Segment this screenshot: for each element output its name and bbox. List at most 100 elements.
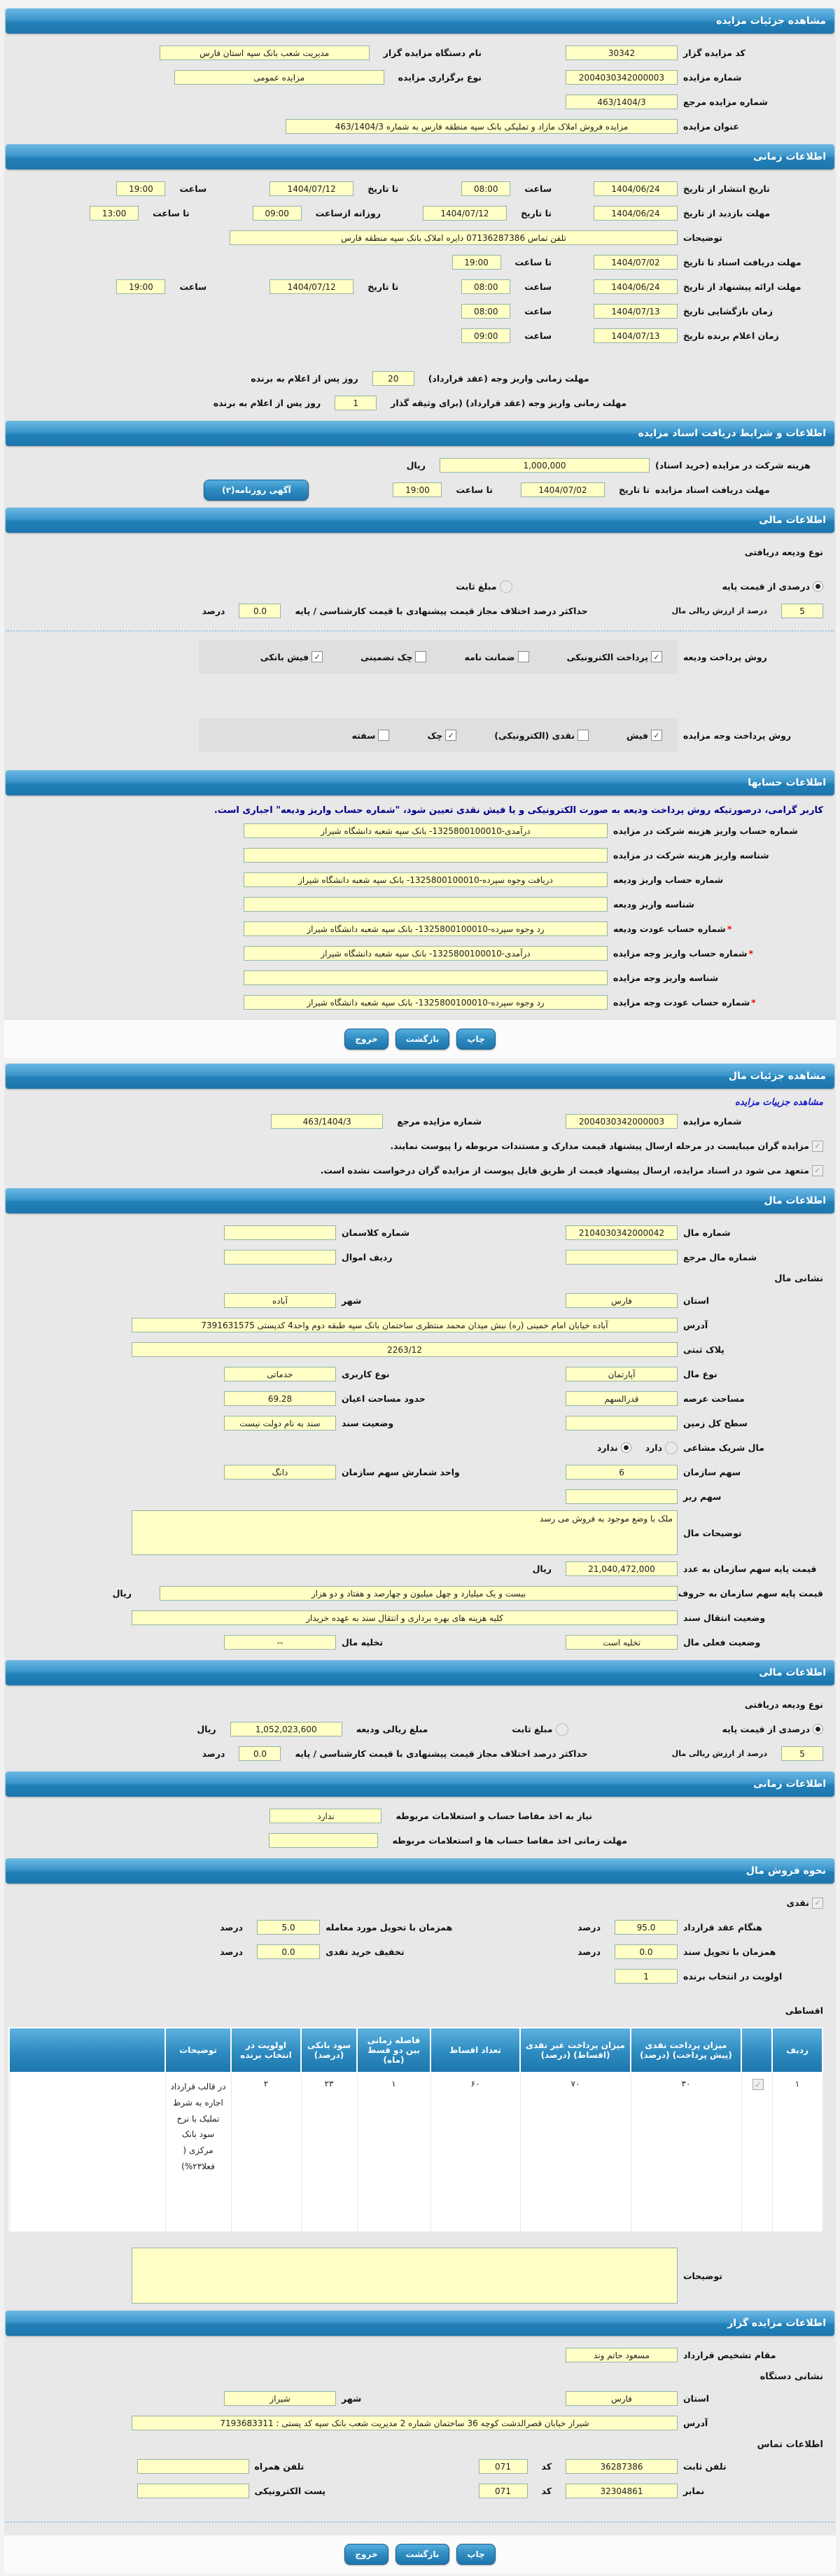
mal-ref-no-field[interactable]	[566, 1250, 678, 1265]
offer-from-time-field[interactable]: 08:00	[461, 279, 511, 294]
method-epay[interactable]: پرداخت الکترونیکی	[567, 651, 662, 662]
offer-to-time-field[interactable]: 19:00	[116, 279, 166, 294]
subject-field[interactable]: مزایده فروش املاک مازاد و تملیکی بانک سپ…	[286, 119, 678, 134]
attach-required-checkbox-icon[interactable]	[812, 1140, 823, 1152]
discount-field[interactable]: 0.0	[257, 1944, 321, 1959]
row-checkbox-icon[interactable]	[752, 2079, 764, 2090]
timing-desc-field[interactable]: تلفن تماس 07136287386 دایره املاک بانک س…	[230, 230, 678, 245]
method-fish[interactable]: فیش	[626, 730, 662, 741]
maxdiff-field[interactable]: 0.0	[239, 604, 281, 618]
address-field[interactable]: آباده خیابان امام خمینی (ره) نبش میدان م…	[132, 1318, 678, 1332]
method-cash-electronic[interactable]: نقدی (الکترونیکی)	[494, 730, 589, 741]
org-address-field[interactable]: شیراز خیابان قصرالدشت کوچه 36 ساختمان شم…	[132, 2416, 678, 2430]
deed-payment-field[interactable]: 0.0	[615, 1944, 678, 1959]
delivery-field[interactable]: 5.0	[257, 1920, 321, 1935]
org-city-field[interactable]: شیراز	[224, 2391, 336, 2406]
transfer-status-field[interactable]: کلیه هزینه های بهره برداری و انتقال سند …	[132, 1610, 678, 1625]
cash-electronic-checkbox-icon[interactable]	[578, 730, 589, 741]
built-area-field[interactable]: 69.28	[224, 1391, 336, 1406]
fixed-radio[interactable]	[499, 580, 512, 593]
ref-no-field[interactable]: 463/1404/3	[566, 95, 678, 109]
deed-status-field[interactable]: سند به نام دولت نیست	[224, 1416, 336, 1430]
base-price-words-field[interactable]: بیست و یک میلیارد و چهل میلیون و چهارصد …	[160, 1586, 678, 1601]
guarantee-checkbox-icon[interactable]	[517, 651, 529, 662]
pay-deadline-field[interactable]: 20	[372, 371, 414, 386]
fixed-radio2[interactable]	[555, 1722, 568, 1736]
org-share-field[interactable]: 6	[566, 1465, 678, 1480]
account-field[interactable]	[244, 970, 608, 985]
share-unit-field[interactable]: دانگ	[224, 1465, 336, 1480]
visit-time-to-field[interactable]: 13:00	[90, 206, 139, 221]
winner-time-field[interactable]: 09:00	[461, 328, 511, 343]
mal-desc-field[interactable]: ملک با وضع موجود به فروش می رسد	[132, 1510, 678, 1555]
opening-date-field[interactable]: 1404/07/13	[594, 304, 678, 319]
auction-type-field[interactable]: مزایده عمومی	[174, 70, 384, 85]
pay-deadline2-field[interactable]: 1	[335, 396, 377, 410]
percent-radio2[interactable]	[813, 1724, 823, 1734]
percent-radio[interactable]	[813, 581, 823, 592]
account-field[interactable]: درآمدی-1325800100010- بانک سپه شعبه دانش…	[244, 946, 608, 961]
method-guarantee[interactable]: ضمانت نامه	[464, 651, 529, 662]
auction-no-field[interactable]: 2004030342000003	[566, 70, 678, 85]
city-field[interactable]: آباده	[224, 1293, 336, 1308]
mal-auction-no-field[interactable]: 2004030342000003	[566, 1114, 678, 1129]
clearance-field[interactable]: ندارد	[270, 1809, 382, 1823]
area-field[interactable]: قدرالسهم	[566, 1391, 678, 1406]
partner-hasnot-radio[interactable]	[620, 1442, 631, 1453]
mal-type-field[interactable]: آپارتمان	[566, 1367, 678, 1381]
print-button[interactable]: چاپ	[456, 1029, 496, 1050]
usage-field[interactable]: خدماتی	[224, 1367, 336, 1381]
phone-code-field[interactable]: 071	[478, 2459, 528, 2474]
visit-time-from-field[interactable]: 09:00	[252, 206, 302, 221]
print-button-bottom[interactable]: چاپ	[456, 2544, 496, 2565]
visit-from-field[interactable]: 1404/06/24	[594, 206, 678, 221]
province-field[interactable]: فارس	[566, 1293, 678, 1308]
email-field[interactable]	[136, 2484, 249, 2498]
account-field[interactable]: دریافت وجوه سپرده-1325800100010- بانک سپ…	[244, 872, 608, 887]
publish-from-time-field[interactable]: 08:00	[461, 181, 511, 196]
back-button-bottom[interactable]: بازگشت	[395, 2544, 450, 2565]
percent-value-field2[interactable]: 5	[781, 1746, 823, 1761]
method-cheque[interactable]: چک	[427, 730, 457, 741]
publish-to-field[interactable]: 1404/07/12	[270, 181, 354, 196]
bidder-code-field[interactable]: 30342	[566, 46, 678, 60]
deposit-amount-field[interactable]: 1,052,023,600	[230, 1722, 342, 1736]
cheque-checkbox-icon[interactable]	[445, 730, 457, 741]
publish-to-time-field[interactable]: 19:00	[116, 181, 166, 196]
fax-field[interactable]: 32304861	[566, 2484, 678, 2498]
fish-checkbox-icon[interactable]	[651, 730, 662, 741]
maxdiff-field2[interactable]: 0.0	[239, 1746, 281, 1761]
partner-has-radio[interactable]	[665, 1441, 678, 1454]
account-field[interactable]: درآمدی-1325800100010- بانک سپه شعبه دانش…	[244, 823, 608, 838]
promissory-checkbox-icon[interactable]	[378, 730, 390, 741]
no-file-request-checkbox-icon[interactable]	[812, 1164, 823, 1176]
account-field[interactable]	[244, 848, 608, 863]
secured-check-checkbox-icon[interactable]	[415, 651, 427, 662]
fee-field[interactable]: 1,000,000	[440, 458, 650, 473]
priority-field[interactable]: 1	[615, 1969, 678, 1984]
method-bank-slip[interactable]: فیش بانکی	[260, 651, 323, 662]
evacuate-field[interactable]: --	[224, 1635, 336, 1650]
percent-value-field[interactable]: 5	[781, 604, 823, 618]
auction-details-link[interactable]: مشاهده جزییات مزایده	[734, 1097, 823, 1108]
account-field[interactable]: رد وجوه سپرده-1325800100010- بانک سپه شع…	[244, 995, 608, 1010]
base-price-field[interactable]: 21,040,472,000	[566, 1561, 678, 1576]
plate-field[interactable]: 2263/12	[132, 1342, 678, 1357]
phone-field[interactable]: 36287386	[566, 2459, 678, 2474]
docs-date-field[interactable]: 1404/07/02	[594, 255, 678, 270]
org-province-field[interactable]: فارس	[566, 2391, 678, 2406]
cash-checkbox-icon[interactable]	[812, 1897, 823, 1909]
docs-receive-date-field[interactable]: 1404/07/02	[520, 482, 605, 497]
contract-field[interactable]: 95.0	[615, 1920, 678, 1935]
method-secured-check[interactable]: چک تضمینی	[360, 651, 427, 662]
exit-button[interactable]: خروج	[344, 1029, 388, 1050]
mobile-field[interactable]	[136, 2459, 249, 2474]
sale-desc-field[interactable]	[132, 2248, 678, 2304]
org-name-field[interactable]: مدیریت شعب بانک سپه استان فارس	[159, 46, 370, 60]
land-field[interactable]	[566, 1416, 678, 1430]
classman-field[interactable]	[224, 1225, 336, 1240]
winner-date-field[interactable]: 1404/07/13	[594, 328, 678, 343]
visit-to-field[interactable]: 1404/07/12	[422, 206, 507, 221]
bank-slip-checkbox-icon[interactable]	[312, 651, 323, 662]
docs-time-field[interactable]: 19:00	[451, 255, 501, 270]
